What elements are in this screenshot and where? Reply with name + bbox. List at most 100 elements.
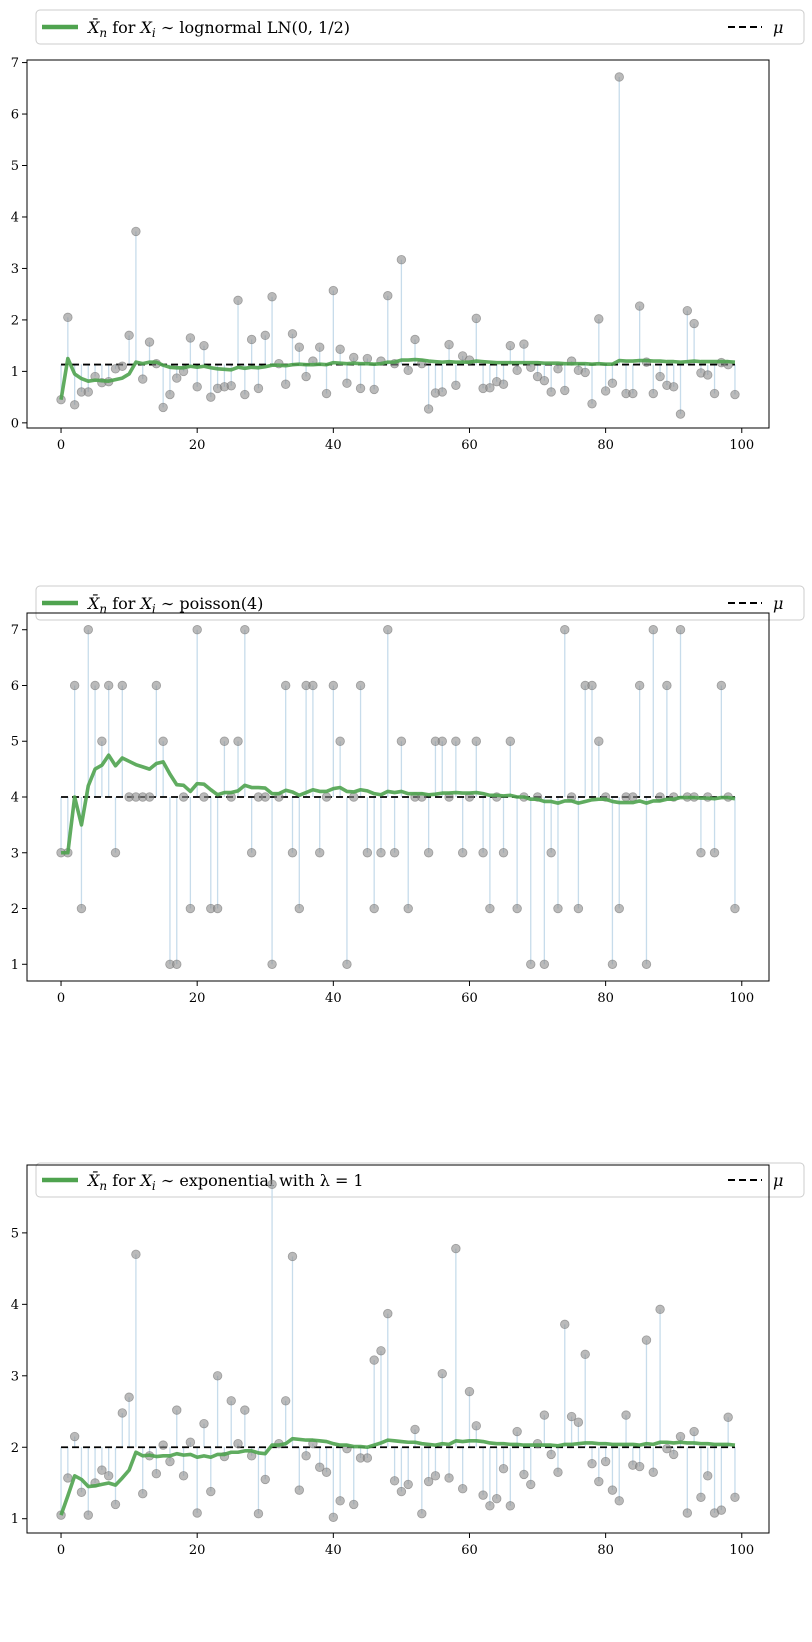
y-tick-label: 2 [11, 902, 19, 917]
sample-point [287, 1251, 298, 1262]
sample-point [362, 848, 373, 858]
sample-point [349, 1499, 359, 1510]
x-tick-label: 20 [189, 438, 206, 453]
sample-point [675, 625, 686, 635]
sample-point [355, 680, 366, 691]
sample-point [110, 848, 121, 858]
sample-point [328, 1512, 339, 1522]
sample-point [206, 1486, 216, 1497]
sample-point [165, 1456, 175, 1467]
panel-exponential: X̄n for Xi ∼ exponential with λ = 1 μ 0 2… [11, 1162, 805, 1558]
sample-point [648, 388, 658, 399]
sample-point [253, 1509, 264, 1519]
sample-point [83, 387, 93, 397]
sample-point [246, 848, 257, 858]
sample-point [328, 285, 339, 296]
sample-point [498, 848, 509, 858]
sample-point [526, 959, 536, 969]
y-tick-label: 5 [11, 1226, 19, 1241]
y-tick-label: 2 [11, 1441, 19, 1456]
sample-point [594, 314, 604, 324]
sample-point [526, 1479, 536, 1490]
sample-point [505, 340, 516, 351]
sample-point [553, 1467, 563, 1477]
sample-point [396, 1486, 407, 1497]
sample-point [287, 848, 298, 858]
sample-point [668, 1449, 679, 1460]
y-axis: 0 1 2 3 4 5 6 7 [11, 56, 27, 431]
axes-frame [26, 59, 770, 429]
legend-box [35, 1162, 805, 1198]
y-tick-label: 5 [11, 735, 19, 750]
sample-point [539, 1410, 550, 1420]
running-mean-line [59, 1436, 736, 1516]
sample-point [63, 1473, 73, 1483]
sample-point [185, 903, 196, 914]
sample-point [587, 399, 597, 409]
sample-point [63, 312, 73, 323]
panel-poisson: X̄n for Xi ∼ poisson(4) μ 0 20 40 60 80 100 1 2… [11, 585, 805, 1006]
x-tick-label: 20 [189, 1543, 206, 1558]
sample-point [621, 1410, 631, 1420]
y-tick-label: 3 [11, 262, 19, 277]
sample-point [389, 848, 400, 858]
sample-point [546, 848, 556, 858]
sample-point [478, 1490, 488, 1500]
sample-point [185, 333, 196, 343]
sample-point [342, 378, 352, 388]
sample-point [158, 736, 168, 746]
sample-point [573, 903, 584, 914]
sample-point [321, 1467, 332, 1477]
sample-point [260, 1474, 270, 1485]
legend-lognormal: X̄n for Xi ∼ lognormal LN(0, 1/2) μ [35, 9, 805, 45]
sample-point [614, 72, 624, 82]
sample-point [151, 680, 162, 691]
sample-point [464, 1386, 475, 1397]
sample-point [519, 339, 529, 349]
sample-point [723, 1412, 733, 1422]
sample-point [69, 680, 80, 691]
sample-point [172, 373, 182, 383]
sample-point [396, 254, 407, 265]
sample-point [553, 903, 563, 914]
y-axis: 1 2 3 4 5 [11, 1226, 27, 1527]
sample-point [389, 1476, 400, 1486]
sample-point [240, 625, 250, 635]
sample-point [144, 792, 155, 802]
sample-point [362, 353, 373, 364]
sample-point [505, 736, 516, 746]
sample-point [301, 1451, 311, 1461]
sample-point [587, 680, 597, 691]
sample-point [594, 1476, 604, 1487]
sample-point [376, 848, 386, 858]
sample-point [675, 1431, 686, 1442]
sample-point [730, 903, 740, 914]
sample-point [76, 903, 87, 914]
x-axis: 0 20 40 60 80 100 [57, 1533, 754, 1558]
sample-points [56, 1179, 740, 1522]
legend-mu-label: μ [773, 1171, 783, 1190]
x-tick-label: 60 [461, 1543, 478, 1558]
sample-point [131, 226, 141, 237]
sample-point [246, 334, 257, 345]
sample-point [471, 736, 481, 746]
x-tick-label: 40 [325, 438, 342, 453]
sample-point [369, 903, 379, 914]
sample-point [349, 352, 359, 363]
sample-point [457, 848, 468, 858]
sample-point [634, 680, 645, 691]
x-axis: 0 20 40 60 80 100 [57, 981, 754, 1006]
y-axis: 1 2 3 4 5 6 7 [11, 623, 27, 973]
legend-box [35, 9, 805, 45]
x-tick-label: 80 [597, 438, 614, 453]
stems [60, 1184, 736, 1518]
sample-point [376, 1346, 386, 1356]
sample-point [417, 1509, 427, 1519]
sample-point [451, 380, 461, 390]
sample-point [498, 379, 509, 389]
sample-point [383, 1308, 393, 1319]
sample-point [117, 1408, 128, 1418]
x-tick-label: 0 [57, 1543, 65, 1558]
sample-point [512, 903, 522, 914]
x-tick-label: 80 [597, 1543, 614, 1558]
